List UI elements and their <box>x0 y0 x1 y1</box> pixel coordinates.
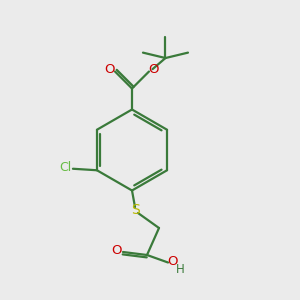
Text: Cl: Cl <box>59 161 72 174</box>
Text: O: O <box>111 244 122 257</box>
Text: H: H <box>176 262 185 276</box>
Text: O: O <box>168 255 178 268</box>
Text: O: O <box>148 63 159 76</box>
Text: O: O <box>104 63 115 76</box>
Text: S: S <box>130 203 140 217</box>
